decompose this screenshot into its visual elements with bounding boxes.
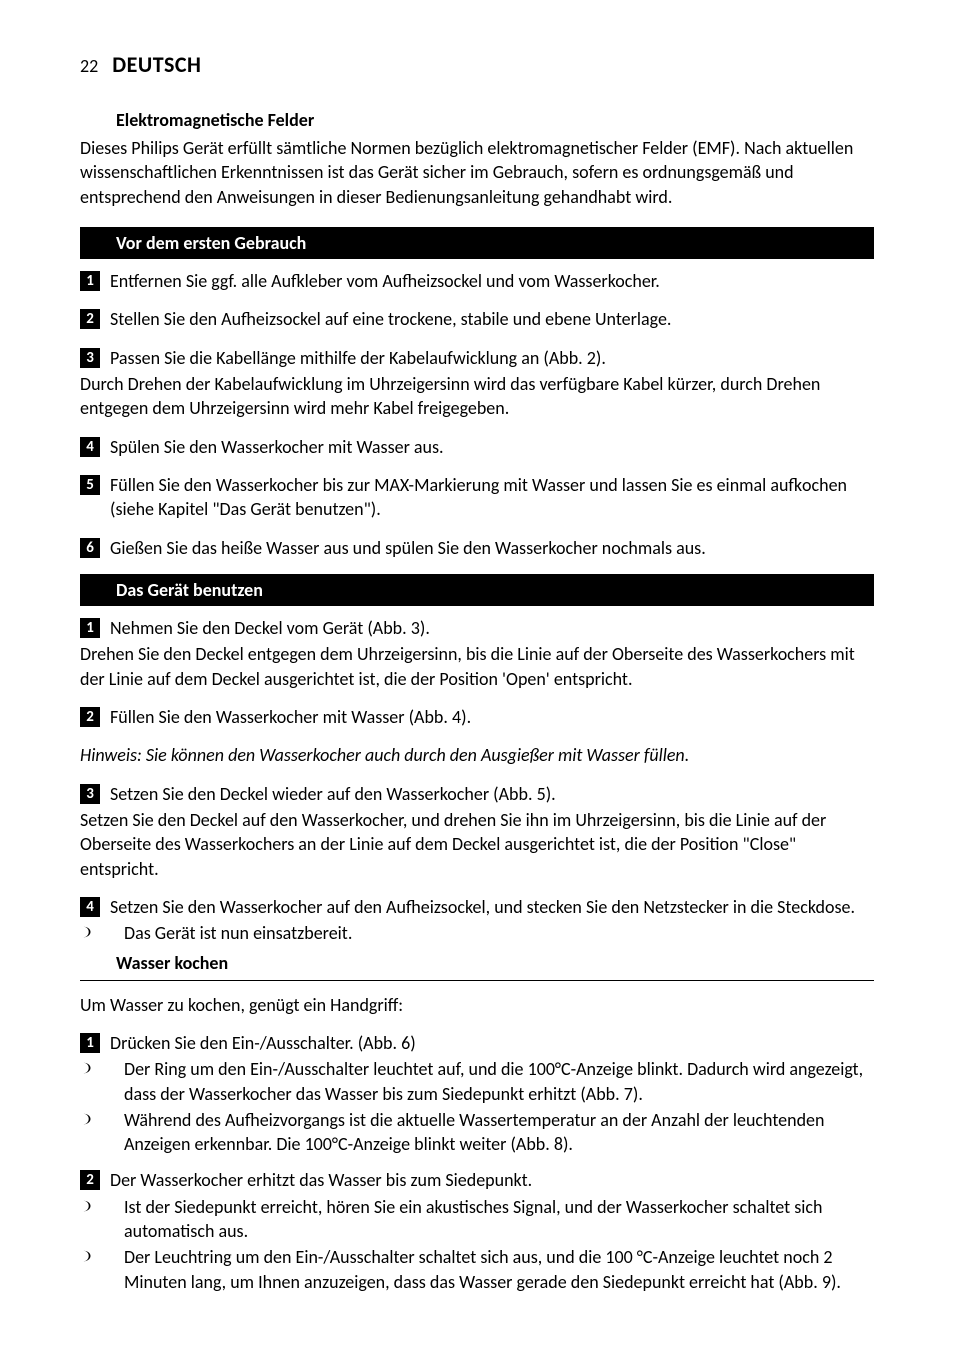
bullet-icon bbox=[80, 1061, 110, 1075]
boil-steps: 1 Drücken Sie den Ein-/Ausschalter. (Abb… bbox=[80, 1031, 874, 1294]
step-number: 5 bbox=[80, 475, 100, 495]
bullet-group: Der Ring um den Ein-/Ausschalter leuchte… bbox=[80, 1057, 874, 1156]
section-rule bbox=[80, 980, 874, 981]
bullet-item: Der Ring um den Ein-/Ausschalter leuchte… bbox=[80, 1057, 874, 1106]
step: 3 Setzen Sie den Deckel wieder auf den W… bbox=[80, 782, 874, 806]
step: 4 Setzen Sie den Wasserkocher auf den Au… bbox=[80, 895, 874, 919]
step-text: Füllen Sie den Wasserkocher bis zur MAX-… bbox=[110, 473, 874, 522]
step: 5 Füllen Sie den Wasserkocher bis zur MA… bbox=[80, 473, 874, 522]
section-emf: Elektromagnetische Felder Dieses Philips… bbox=[80, 108, 874, 209]
step-number: 6 bbox=[80, 538, 100, 558]
step: 1 Drücken Sie den Ein-/Ausschalter. (Abb… bbox=[80, 1031, 874, 1055]
emf-heading: Elektromagnetische Felder bbox=[116, 108, 874, 132]
boil-heading: Wasser kochen bbox=[116, 951, 874, 975]
first-use-steps: 1 Entfernen Sie ggf. alle Aufkleber vom … bbox=[80, 269, 874, 560]
step-text: Entfernen Sie ggf. alle Aufkleber vom Au… bbox=[110, 269, 874, 293]
step-followup: Drehen Sie den Deckel entgegen dem Uhrze… bbox=[80, 642, 874, 691]
step-text: Drücken Sie den Ein-/Ausschalter. (Abb. … bbox=[110, 1031, 874, 1055]
step-number: 1 bbox=[80, 1033, 100, 1053]
step-number: 2 bbox=[80, 309, 100, 329]
step-text: Spülen Sie den Wasserkocher mit Wasser a… bbox=[110, 435, 874, 459]
step-number: 1 bbox=[80, 618, 100, 638]
step-followup: Setzen Sie den Deckel auf den Wasserkoch… bbox=[80, 808, 874, 881]
step-number: 4 bbox=[80, 897, 100, 917]
emf-body: Dieses Philips Gerät erfüllt sämtliche N… bbox=[80, 136, 874, 209]
bullet-item: Der Leuchtring um den Ein-/Ausschalter s… bbox=[80, 1245, 874, 1294]
bullet-icon bbox=[80, 925, 110, 939]
bullet-icon bbox=[80, 1112, 110, 1126]
page-header: 22 DEUTSCH bbox=[80, 50, 874, 80]
language-heading: DEUTSCH bbox=[112, 50, 201, 80]
use-heading-bar: Das Gerät benutzen bbox=[80, 574, 874, 606]
step-text: Nehmen Sie den Deckel vom Gerät (Abb. 3)… bbox=[110, 616, 874, 640]
step-number: 3 bbox=[80, 784, 100, 804]
step-text: Stellen Sie den Aufheizsockel auf eine t… bbox=[110, 307, 874, 331]
use-steps: 1 Nehmen Sie den Deckel vom Gerät (Abb. … bbox=[80, 616, 874, 945]
step-text: Setzen Sie den Deckel wieder auf den Was… bbox=[110, 782, 874, 806]
step: 4 Spülen Sie den Wasserkocher mit Wasser… bbox=[80, 435, 874, 459]
bullet-icon bbox=[80, 1199, 110, 1213]
step-text: Passen Sie die Kabellänge mithilfe der K… bbox=[110, 346, 874, 370]
first-use-heading-bar: Vor dem ersten Gebrauch bbox=[80, 227, 874, 259]
page-number: 22 bbox=[80, 54, 98, 78]
step: 2 Füllen Sie den Wasserkocher mit Wasser… bbox=[80, 705, 874, 729]
bullet-text: Der Ring um den Ein-/Ausschalter leuchte… bbox=[124, 1057, 874, 1106]
step-text: Füllen Sie den Wasserkocher mit Wasser (… bbox=[110, 705, 874, 729]
step-text: Setzen Sie den Wasserkocher auf den Aufh… bbox=[110, 895, 874, 919]
bullet-text: Während des Aufheizvorgangs ist die aktu… bbox=[124, 1108, 874, 1157]
bullet-group: Ist der Siedepunkt erreicht, hören Sie e… bbox=[80, 1195, 874, 1294]
step-number: 3 bbox=[80, 348, 100, 368]
step-followup: Durch Drehen der Kabelaufwicklung im Uhr… bbox=[80, 372, 874, 421]
bullet-text: Das Gerät ist nun einsatzbereit. bbox=[124, 921, 874, 945]
bullet-icon bbox=[80, 1249, 110, 1263]
step-number: 2 bbox=[80, 707, 100, 727]
bullet-item: Ist der Siedepunkt erreicht, hören Sie e… bbox=[80, 1195, 874, 1244]
step: 3 Passen Sie die Kabellänge mithilfe der… bbox=[80, 346, 874, 370]
step-number: 4 bbox=[80, 437, 100, 457]
step-number: 2 bbox=[80, 1170, 100, 1190]
step-number: 1 bbox=[80, 271, 100, 291]
bullet-text: Ist der Siedepunkt erreicht, hören Sie e… bbox=[124, 1195, 874, 1244]
bullet-text: Der Leuchtring um den Ein-/Ausschalter s… bbox=[124, 1245, 874, 1294]
step: 1 Nehmen Sie den Deckel vom Gerät (Abb. … bbox=[80, 616, 874, 640]
step-text: Der Wasserkocher erhitzt das Wasser bis … bbox=[110, 1168, 874, 1192]
bullet-item: Während des Aufheizvorgangs ist die aktu… bbox=[80, 1108, 874, 1157]
step: 2 Stellen Sie den Aufheizsockel auf eine… bbox=[80, 307, 874, 331]
bullet-item: Das Gerät ist nun einsatzbereit. bbox=[80, 921, 874, 945]
step: 6 Gießen Sie das heiße Wasser aus und sp… bbox=[80, 536, 874, 560]
step: 1 Entfernen Sie ggf. alle Aufkleber vom … bbox=[80, 269, 874, 293]
step-text: Gießen Sie das heiße Wasser aus und spül… bbox=[110, 536, 874, 560]
step: 2 Der Wasserkocher erhitzt das Wasser bi… bbox=[80, 1168, 874, 1192]
hinweis-note: Hinweis: Sie können den Wasserkocher auc… bbox=[80, 743, 874, 767]
boil-intro: Um Wasser zu kochen, genügt ein Handgrif… bbox=[80, 993, 874, 1017]
